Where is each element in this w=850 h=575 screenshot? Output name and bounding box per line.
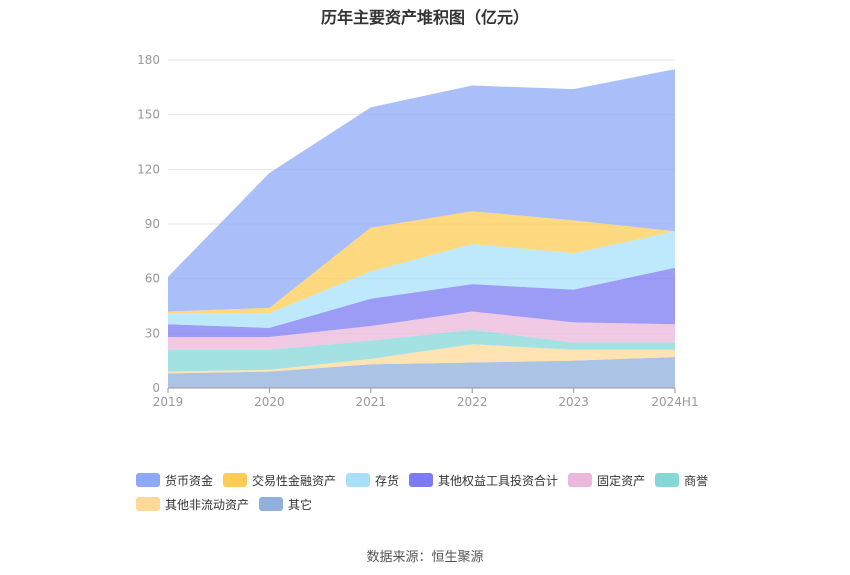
legend-swatch xyxy=(136,473,160,487)
area-series-6 xyxy=(168,211,675,314)
x-axis: 2019 2020 2021 2022 2023 2024H1 xyxy=(153,387,699,409)
y-tick-label: 60 xyxy=(145,272,160,286)
x-tick-label: 2023 xyxy=(558,395,589,409)
area-series-1 xyxy=(168,344,675,374)
legend-item[interactable]: 其它 xyxy=(259,496,312,512)
y-tick-label: 120 xyxy=(137,162,160,176)
legend-swatch xyxy=(259,497,284,511)
area-series-2 xyxy=(168,329,675,372)
legend-swatch xyxy=(568,473,593,487)
legend-item[interactable]: 交易性金融资产 xyxy=(223,472,336,488)
legend-item[interactable]: 存货 xyxy=(346,472,399,488)
y-tick-label: 90 xyxy=(145,217,160,231)
legend-label: 其它 xyxy=(288,497,313,512)
area-series xyxy=(168,69,675,388)
area-series-4 xyxy=(168,267,675,337)
legend-item[interactable]: 货币资金 xyxy=(136,472,213,488)
legend-label: 商誉 xyxy=(684,473,709,488)
area-series-3 xyxy=(168,311,675,350)
legend-item[interactable]: 其他非流动资产 xyxy=(136,496,249,512)
legend-label: 其他权益工具投资合计 xyxy=(438,473,559,488)
stacked-area-chart: 2019 2020 2021 2022 2023 2024H1 0 30 60 90 120 150… xyxy=(137,53,699,409)
legend-item[interactable]: 其他权益工具投资合计 xyxy=(409,472,558,488)
legend-label: 其他非流动资产 xyxy=(165,497,250,512)
legend-swatch xyxy=(136,497,160,511)
y-tick-label: 30 xyxy=(145,326,160,340)
legend: 货币资金 交易性金融资产 存货 其他权益工具投资合计 固定资产 商誉其他非流动资产 其它 xyxy=(136,472,756,520)
x-tick-label: 2022 xyxy=(457,395,488,409)
x-tick-label: 2024H1 xyxy=(651,395,698,409)
legend-item[interactable]: 固定资产 xyxy=(568,472,645,488)
legend-item[interactable]: 商誉 xyxy=(655,472,708,488)
legend-label: 固定资产 xyxy=(597,473,646,488)
chart-title: 历年主要资产堆积图（亿元） xyxy=(320,8,529,27)
area-series-5 xyxy=(168,231,675,328)
legend-label: 交易性金融资产 xyxy=(252,473,337,488)
y-tick-label: 0 xyxy=(152,381,160,395)
y-tick-label: 150 xyxy=(137,108,160,122)
x-tick-label: 2021 xyxy=(356,395,387,409)
legend-label: 存货 xyxy=(375,473,400,488)
y-tick-label: 180 xyxy=(137,53,160,67)
x-tick-label: 2019 xyxy=(153,395,184,409)
legend-swatch xyxy=(223,473,248,487)
x-tick-label: 2020 xyxy=(254,395,285,409)
legend-swatch xyxy=(655,473,680,487)
legend-swatch xyxy=(409,473,434,487)
y-axis: 0 30 60 90 120 150 180 xyxy=(137,53,160,395)
legend-swatch xyxy=(346,473,371,487)
area-series-7 xyxy=(168,69,675,312)
area-series-0 xyxy=(168,357,675,388)
data-source: 数据来源：恒生聚源 xyxy=(366,550,484,565)
legend-label: 货币资金 xyxy=(165,473,214,488)
